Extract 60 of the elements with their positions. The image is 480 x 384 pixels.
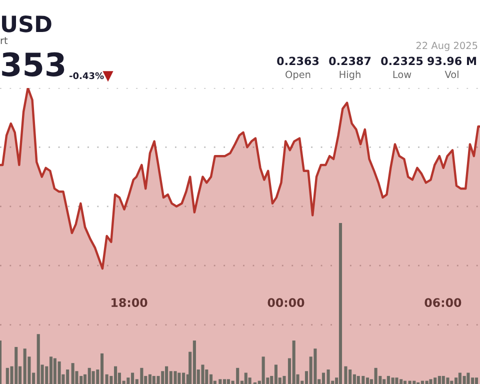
text: 353: [2, 52, 64, 76]
bar: [466, 372, 470, 384]
bar: [395, 378, 398, 384]
bar: [71, 363, 74, 384]
text: Low: [393, 70, 412, 78]
bar: [314, 348, 317, 384]
bar: [344, 366, 348, 384]
bar: [58, 361, 61, 384]
bar: [282, 376, 286, 384]
text: 22 Aug 2025: [416, 42, 478, 52]
bar: [326, 370, 330, 384]
bar: [403, 380, 407, 384]
bar: [429, 379, 432, 384]
bar: [244, 372, 248, 384]
bar: [462, 376, 466, 384]
bar: [23, 348, 26, 384]
bar: [450, 380, 454, 384]
bar: [412, 380, 416, 384]
bar: [100, 353, 104, 384]
text: 0.2325: [381, 56, 423, 66]
bar: [338, 223, 342, 384]
bar: [474, 378, 478, 384]
bar: [105, 374, 108, 384]
bar: [222, 379, 226, 384]
text: Open: [286, 70, 310, 80]
bar: [322, 372, 326, 384]
chart-subtitle: rt: [0, 37, 8, 44]
bar: [408, 380, 412, 384]
text: 93.96 M: [428, 56, 476, 66]
bar: [92, 371, 95, 384]
bar: [438, 376, 441, 384]
bar: [391, 378, 394, 384]
bar: [374, 368, 378, 384]
x-tick-label: 00:00: [268, 298, 304, 308]
bar: [425, 380, 428, 384]
bar: [88, 368, 91, 384]
bar: [148, 374, 152, 384]
bar: [366, 378, 370, 384]
text: Vol: [444, 70, 458, 78]
text: High: [340, 70, 360, 80]
bar: [292, 340, 296, 384]
bar: [178, 372, 181, 384]
bar: [218, 379, 222, 384]
text: 0.2387: [329, 56, 371, 66]
bar: [274, 364, 278, 384]
x-tick-label: 06:00: [424, 298, 462, 308]
bar: [262, 356, 265, 384]
bar: [201, 364, 204, 384]
text: -0.43%: [69, 72, 104, 80]
chart-title: USD: [2, 16, 52, 32]
text: 0.2363: [277, 56, 319, 66]
bar: [382, 379, 386, 384]
bar: [174, 371, 177, 384]
bar: [36, 334, 40, 384]
bar: [192, 340, 196, 384]
x-tick-label: 18:00: [112, 298, 148, 308]
bar: [165, 366, 168, 384]
bar: [49, 356, 53, 384]
bar: [0, 340, 2, 384]
bar: [446, 378, 450, 384]
